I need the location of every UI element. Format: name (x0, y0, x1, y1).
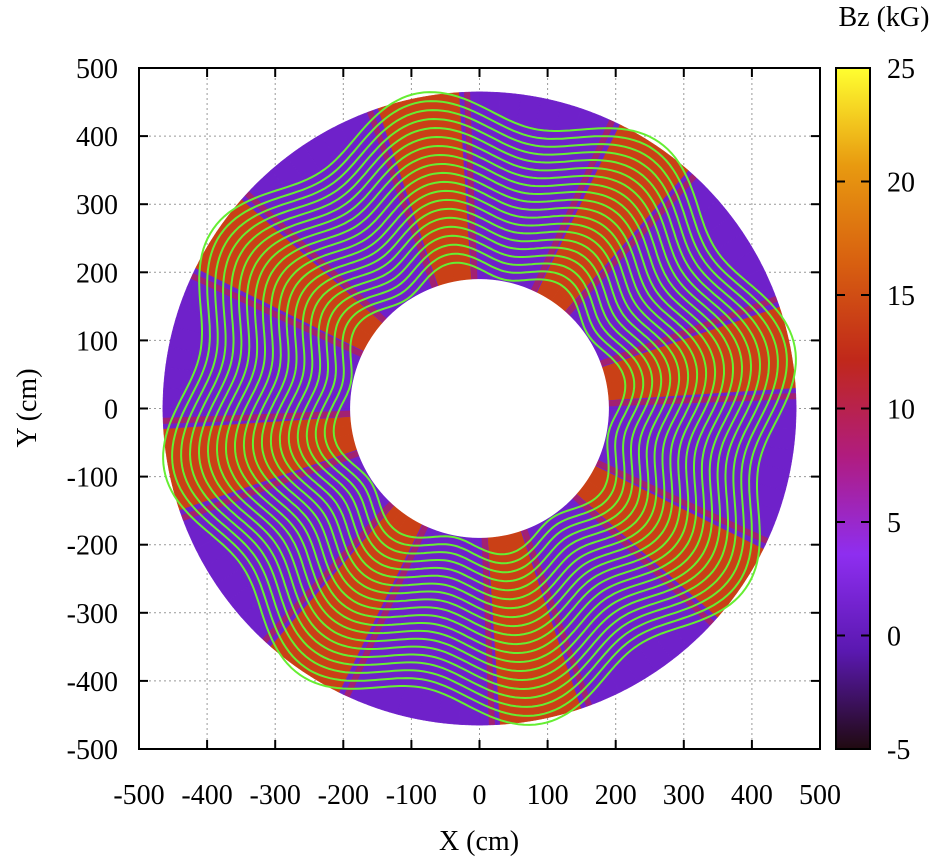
x-tick-label: 100 (527, 780, 569, 811)
orbit-line (296, 225, 663, 592)
colorbar-tick-label: 10 (887, 395, 915, 426)
x-tick-label: 500 (799, 780, 841, 811)
x-tick-label: -400 (181, 780, 232, 811)
orbit-line (234, 163, 725, 654)
colorbar-tick-label: 20 (887, 168, 915, 199)
y-tick-label: 100 (76, 326, 118, 357)
orbit-line (260, 189, 699, 628)
field-map (162, 91, 797, 726)
orbit-line (251, 180, 708, 637)
y-axis-ticks: -500 -400 -300 -200 -100 0 100 200 300 400 500 (67, 54, 820, 766)
y-tick-label: 400 (76, 122, 118, 153)
orbit-line (305, 234, 654, 583)
colorbar-tick-label: 15 (887, 281, 915, 312)
orbit-line (171, 100, 788, 717)
orbit-line (224, 153, 735, 664)
colorbar-tick-label: 0 (887, 622, 901, 653)
y-tick-label: 200 (76, 258, 118, 289)
inner-bore (350, 279, 609, 538)
colorbar-ticks: -5 0 5 10 15 20 25 (836, 54, 915, 766)
orbit-line (323, 252, 636, 565)
y-tick-label: -400 (67, 667, 118, 698)
orbit-line (162, 91, 797, 726)
colorbar-tick-label: -5 (887, 735, 910, 766)
orbit-line (332, 261, 627, 556)
y-tick-label: -200 (67, 531, 118, 562)
y-tick-label: 500 (76, 54, 118, 85)
orbit-line (278, 207, 681, 610)
orbit-line (197, 126, 762, 691)
y-axis-title: Y (cm) (12, 368, 43, 447)
orbit-line (206, 135, 753, 682)
colorbar-title: Bz (kG) (839, 2, 930, 33)
x-tick-label: -300 (250, 780, 301, 811)
y-tick-label: 300 (76, 190, 118, 221)
x-tick-label: -500 (113, 780, 164, 811)
colorbar-tick-label: 25 (887, 54, 915, 85)
orbit-line (180, 109, 779, 708)
x-tick-label: -100 (386, 780, 437, 811)
x-axis-title: X (cm) (439, 826, 519, 857)
y-tick-label: 0 (104, 395, 118, 426)
x-tick-label: 400 (731, 780, 773, 811)
orbit-line (287, 216, 672, 601)
x-tick-label: 300 (663, 780, 705, 811)
orbit-line (314, 243, 645, 574)
y-tick-label: -500 (67, 735, 118, 766)
colorbar-tick-label: 5 (887, 508, 901, 539)
x-axis-ticks: -500 -400 -300 -200 -100 0 100 200 300 400 500 (113, 68, 841, 811)
x-tick-label: 0 (473, 780, 487, 811)
orbit-line (269, 198, 690, 619)
x-tick-label: -200 (318, 780, 369, 811)
orbit-line (242, 171, 717, 646)
orbit-trajectories (162, 91, 797, 726)
orbit-line (215, 144, 744, 673)
x-tick-label: 200 (595, 780, 637, 811)
y-tick-label: -100 (67, 463, 118, 494)
y-tick-label: -300 (67, 599, 118, 630)
orbit-line (188, 117, 771, 700)
